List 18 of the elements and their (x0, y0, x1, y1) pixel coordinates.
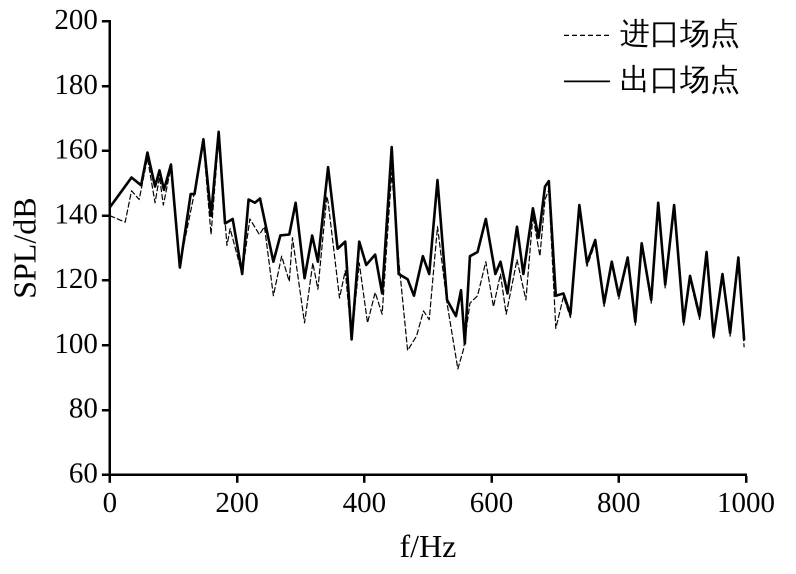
y-tick-label: 100 (54, 328, 98, 360)
x-axis-title: f/Hz (400, 528, 456, 564)
y-tick-label: 60 (68, 457, 98, 490)
y-tick-label: 80 (68, 392, 98, 425)
y-tick-label: 180 (54, 68, 98, 101)
y-tick-label: 140 (54, 198, 98, 230)
x-tick-label: 600 (470, 486, 514, 519)
y-tick-label: 160 (54, 134, 98, 166)
x-tick-label: 0 (102, 486, 118, 519)
legend-label: 出口场点 (620, 63, 740, 96)
x-tick-label: 800 (597, 486, 641, 519)
x-tick-label: 1000 (717, 486, 775, 519)
y-tick-label: 120 (54, 263, 98, 296)
y-tick-label: 200 (54, 4, 98, 36)
legend-label: 进口场点 (620, 17, 740, 50)
x-tick-label: 400 (342, 486, 386, 519)
y-axis-title: SPL/dB (6, 197, 43, 299)
x-tick-label: 200 (215, 486, 259, 519)
